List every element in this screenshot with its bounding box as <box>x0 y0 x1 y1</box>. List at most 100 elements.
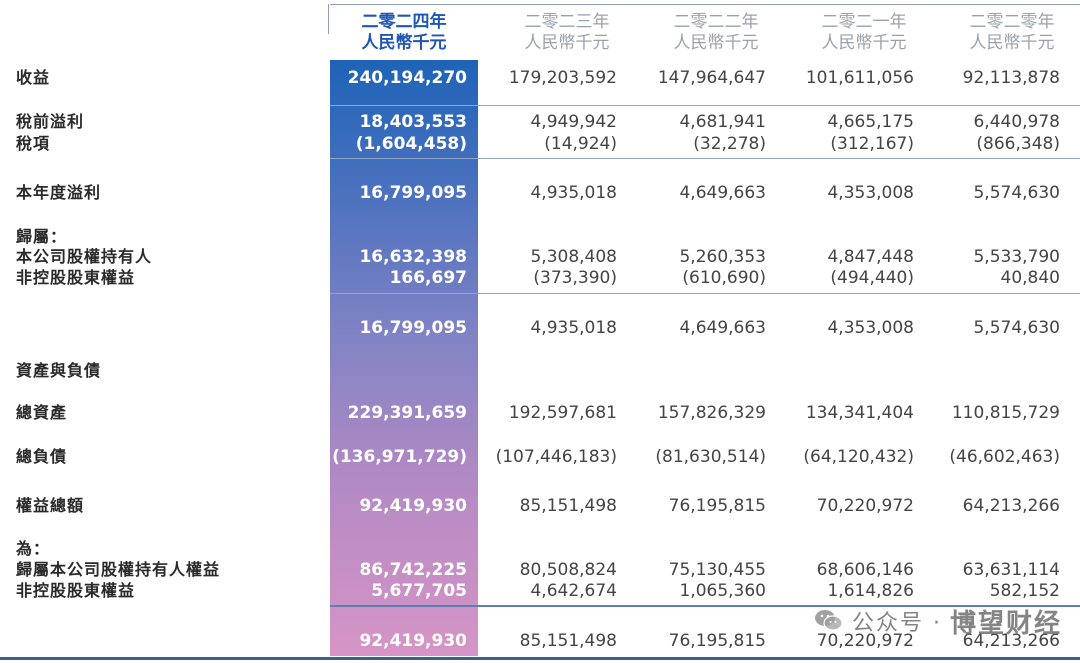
row-label: 稅前溢利 <box>16 112 85 131</box>
value-cell: (312,167) <box>830 134 914 154</box>
column-header-year: 二零二零年 <box>969 12 1055 32</box>
row-label: 歸屬本公司股權持有人權益 <box>16 560 221 579</box>
value-cell: (32,278) <box>693 134 766 154</box>
row-divider <box>330 158 1080 159</box>
row-label: 總負債 <box>16 447 68 466</box>
value-cell: 4,649,663 <box>679 183 766 203</box>
value-cell: (81,630,514) <box>655 447 766 467</box>
value-cell: 68,606,146 <box>816 560 914 580</box>
value-cell: 582,152 <box>989 581 1060 601</box>
row-divider <box>330 105 1080 106</box>
column-header-unit: 人民幣千元 <box>821 33 907 53</box>
column-header-unit: 人民幣千元 <box>524 33 610 53</box>
row-label: 權益總額 <box>16 496 85 515</box>
value-cell: 5,260,353 <box>679 247 766 267</box>
value-cell-current-year: 16,799,095 <box>359 318 467 338</box>
column-header-unit: 人民幣千元 <box>361 33 447 53</box>
value-cell: 157,826,329 <box>657 403 766 423</box>
value-cell: 4,665,175 <box>827 112 914 132</box>
value-cell: 85,151,498 <box>519 631 617 651</box>
row-label: 資產與負債 <box>16 361 102 380</box>
value-cell-current-year: 18,403,553 <box>359 112 467 132</box>
watermark: 公众号 · 博望财经 <box>814 601 1062 641</box>
value-cell-current-year: 5,677,705 <box>371 581 467 601</box>
value-cell: 1,065,360 <box>679 581 766 601</box>
column-header-unit: 人民幣千元 <box>969 33 1055 53</box>
row-label: 收益 <box>16 68 51 87</box>
value-cell: 1,614,826 <box>827 581 914 601</box>
value-cell: 4,353,008 <box>827 318 914 338</box>
value-cell-current-year: (136,971,729) <box>332 447 467 467</box>
row-divider <box>330 293 1080 294</box>
value-cell: 4,935,018 <box>530 318 617 338</box>
column-header-year: 二零二四年 <box>361 12 447 32</box>
watermark-brand: 博望财经 <box>949 608 1062 639</box>
column-header-unit: 人民幣千元 <box>673 33 759 53</box>
value-cell: 179,203,592 <box>508 68 617 88</box>
value-cell: 85,151,498 <box>519 496 617 516</box>
value-cell: (64,120,432) <box>803 447 914 467</box>
column-header: 二零二零年 人民幣千元 <box>938 12 1080 54</box>
value-cell: 64,213,266 <box>962 631 1060 651</box>
row-label: 總資產 <box>16 403 68 422</box>
row-label: 非控股股東權益 <box>16 581 136 600</box>
header-left-rule <box>328 4 329 34</box>
value-cell: 40,840 <box>1000 268 1060 288</box>
value-cell: 4,642,674 <box>530 581 617 601</box>
value-cell: 76,195,815 <box>668 631 766 651</box>
watermark-label: 公众号 · <box>851 611 942 636</box>
value-cell: 110,815,729 <box>951 403 1060 423</box>
current-year-highlight-column <box>330 60 478 656</box>
value-cell: 192,597,681 <box>508 403 617 423</box>
value-cell-current-year: 92,419,930 <box>359 631 467 651</box>
value-cell: (107,446,183) <box>495 447 617 467</box>
header-top-rule <box>330 4 1080 5</box>
column-header: 二零二一年 人民幣千元 <box>790 12 938 54</box>
row-label: 本年度溢利 <box>16 183 102 202</box>
value-cell-current-year: 240,194,270 <box>347 68 467 88</box>
value-cell: (866,348) <box>976 134 1060 154</box>
column-header: 二零二四年 人民幣千元 <box>330 12 478 54</box>
value-cell: (46,602,463) <box>949 447 1060 467</box>
row-label: 稅項 <box>16 134 51 153</box>
column-header: 二零二二年 人民幣千元 <box>642 12 790 54</box>
row-label: 歸屬： <box>16 227 68 246</box>
row-label: 本公司股權持有人 <box>16 247 153 266</box>
column-header-year: 二零二三年 <box>524 12 610 32</box>
wechat-icon <box>814 610 843 631</box>
column-header: 二零二三年 人民幣千元 <box>493 12 641 54</box>
value-cell: 63,631,114 <box>962 560 1060 580</box>
row-divider <box>330 605 1080 607</box>
value-cell: 5,574,630 <box>973 318 1060 338</box>
value-cell-current-year: 92,419,930 <box>359 496 467 516</box>
row-label: 為： <box>16 539 51 558</box>
value-cell: 134,341,404 <box>805 403 914 423</box>
value-cell: 4,935,018 <box>530 183 617 203</box>
value-cell: 4,949,942 <box>530 112 617 132</box>
value-cell: 147,964,647 <box>657 68 766 88</box>
value-cell: 101,611,056 <box>805 68 914 88</box>
value-cell: 5,574,630 <box>973 183 1060 203</box>
value-cell: 92,113,878 <box>962 68 1060 88</box>
value-cell: (14,924) <box>544 134 617 154</box>
value-cell: 5,308,408 <box>530 247 617 267</box>
value-cell: 4,681,941 <box>679 112 766 132</box>
value-cell: (610,690) <box>682 268 766 288</box>
value-cell: (494,440) <box>830 268 914 288</box>
value-cell-current-year: 16,799,095 <box>359 183 467 203</box>
column-header-year: 二零二二年 <box>673 12 759 32</box>
row-label: 非控股股東權益 <box>16 268 136 287</box>
table-bottom-rule <box>0 657 1080 660</box>
value-cell-current-year: 86,742,225 <box>359 560 467 580</box>
value-cell: 80,508,824 <box>519 560 617 580</box>
value-cell: 6,440,978 <box>973 112 1060 132</box>
column-header-year: 二零二一年 <box>821 12 907 32</box>
value-cell-current-year: 16,632,398 <box>359 247 467 267</box>
value-cell: 64,213,266 <box>962 496 1060 516</box>
value-cell: 75,130,455 <box>668 560 766 580</box>
value-cell: 4,847,448 <box>827 247 914 267</box>
value-cell-current-year: 229,391,659 <box>347 403 467 423</box>
value-cell: (373,390) <box>533 268 617 288</box>
value-cell: 70,220,972 <box>816 496 914 516</box>
value-cell-current-year: 166,697 <box>389 268 467 288</box>
